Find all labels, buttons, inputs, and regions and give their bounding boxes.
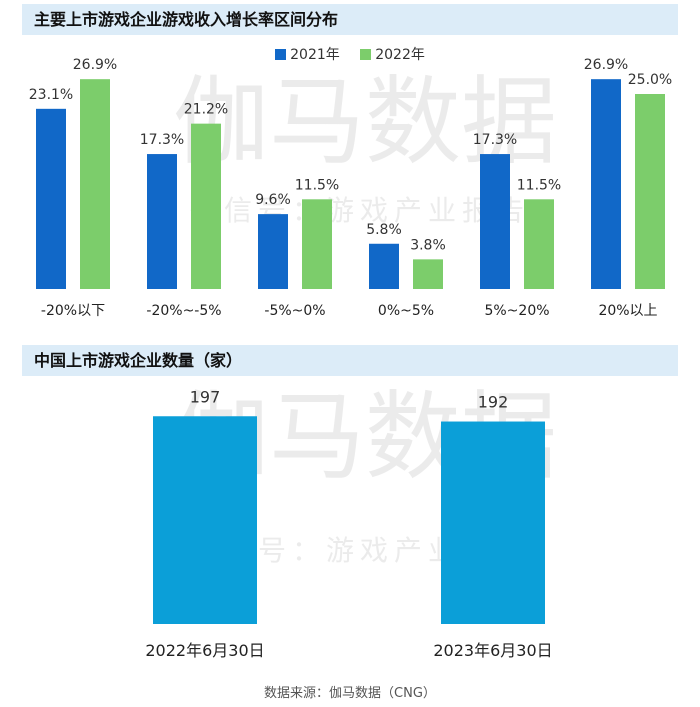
data-label: 21.2% — [184, 102, 228, 118]
legend-label-2022: 2022年 — [375, 47, 425, 63]
data-label: 23.1% — [29, 87, 73, 103]
bar-2022 — [302, 199, 332, 289]
bar-2021 — [258, 214, 288, 289]
category-label: -20%以下 — [41, 303, 105, 319]
watermark-sub: 微信号：游戏产业报告 — [190, 194, 530, 227]
data-label: 5.8% — [366, 222, 402, 238]
bar-2022 — [635, 94, 665, 289]
category-label: 5%~20% — [484, 303, 549, 319]
bar-2021 — [591, 79, 621, 290]
bar-2022 — [524, 199, 554, 289]
chart1-title: 主要上市游戏企业游戏收入增长率区间分布 — [22, 4, 678, 35]
category-label: 0%~5% — [378, 303, 434, 319]
data-label: 9.6% — [255, 192, 291, 208]
bar-2021 — [147, 154, 177, 289]
date-label: 2022年6月30日 — [145, 641, 264, 660]
bar-2021 — [480, 154, 510, 289]
bar-2021 — [36, 108, 66, 289]
legend-item-2022: 2022年 — [360, 44, 425, 64]
category-label: -20%~-5% — [146, 303, 221, 319]
data-label: 25.0% — [628, 72, 672, 88]
count-bar — [441, 421, 545, 624]
data-label: 3.8% — [410, 237, 446, 253]
legend-item-2021: 2021年 — [275, 44, 340, 64]
count-value-label: 197 — [190, 387, 221, 406]
chart1-legend: 2021年 2022年 — [0, 44, 700, 64]
bar-2021 — [369, 243, 399, 289]
count-value-label: 192 — [478, 393, 509, 412]
legend-swatch-2021 — [275, 49, 287, 60]
data-source: 数据来源：伽马数据（CNG） — [264, 686, 436, 701]
chart2-title: 中国上市游戏企业数量（家） — [22, 345, 678, 376]
data-label: 17.3% — [473, 132, 517, 148]
data-label: 17.3% — [140, 132, 184, 148]
category-label: -5%~0% — [264, 303, 325, 319]
date-label: 2023年6月30日 — [433, 641, 552, 660]
data-label: 11.5% — [517, 177, 561, 193]
data-label: 26.9% — [73, 57, 117, 73]
data-label: 11.5% — [295, 177, 339, 193]
bar-2022 — [191, 123, 221, 289]
count-bar — [153, 416, 257, 624]
category-label: 20%以上 — [598, 303, 657, 319]
data-label: 26.9% — [584, 57, 628, 73]
legend-swatch-2022 — [360, 49, 372, 60]
legend-label-2021: 2021年 — [290, 47, 340, 63]
bar-2022 — [80, 79, 110, 290]
bar-2022 — [413, 259, 443, 289]
